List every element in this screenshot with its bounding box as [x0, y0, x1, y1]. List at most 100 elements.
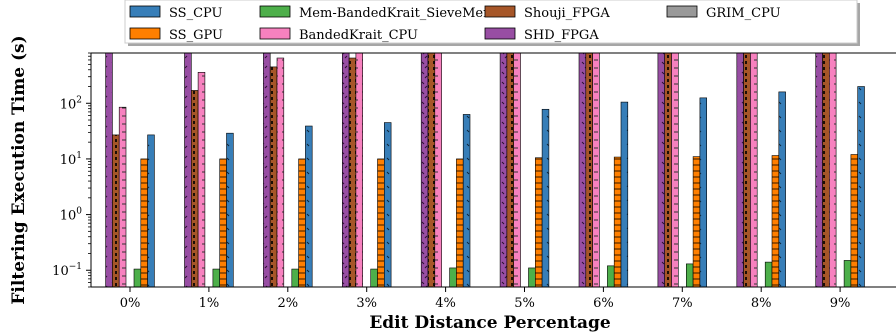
bar-shd-fpga-hatch [185, 53, 192, 287]
legend-label: GRIM_CPU [706, 6, 781, 21]
y-tick-label: 100 [60, 207, 83, 224]
bar-shd-fpga-hatch [500, 53, 507, 287]
bar-ss-cpu-hatch [858, 87, 865, 287]
bar-mem-bandedkrait-sievemem [529, 268, 536, 287]
legend-swatch-shd-fpga [485, 28, 515, 39]
bar-ss-cpu-hatch [227, 133, 234, 287]
bar-shd-fpga-hatch [737, 53, 744, 287]
bar-ss-cpu-hatch [305, 126, 312, 287]
bar-shouji-fpga-hatch [665, 53, 672, 287]
bar-bandedkrait-cpu-hatch [514, 53, 521, 287]
bar-bandedkrait-cpu-hatch [672, 53, 679, 287]
bars-group [106, 53, 865, 287]
y-tick-label: 101 [60, 151, 82, 168]
bar-bandedkrait-cpu-hatch [277, 58, 284, 287]
legend: SS_CPU SS_GPU Mem-BandedKrait_SieveMem Band… [125, 0, 860, 46]
x-tick-label: 5% [514, 296, 535, 311]
y-tick-base: 10 [60, 153, 77, 168]
bar-bandedkrait-cpu-hatch [435, 53, 442, 287]
bar-shouji-fpga-hatch [823, 53, 830, 287]
bar-ss-gpu-hatch [456, 159, 463, 287]
y-axis-title: Filtering Execution Time (s) [9, 35, 29, 304]
bar-ss-gpu-hatch [772, 156, 779, 287]
bar-mem-bandedkrait-sievemem [134, 269, 141, 287]
y-tick-exponent: 2 [76, 95, 82, 105]
bar-ss-gpu-hatch [141, 159, 148, 287]
y-tick-base: 10 [60, 209, 77, 224]
bar-ss-cpu-hatch [779, 92, 786, 287]
bar-ss-cpu-hatch [463, 114, 470, 287]
y-tick-label: 102 [60, 95, 82, 112]
bar-ss-gpu-hatch [378, 159, 385, 287]
x-tick-label: 1% [199, 296, 220, 311]
bar-ss-cpu-hatch [700, 98, 707, 287]
bar-shd-fpga-hatch [579, 53, 586, 287]
bar-shouji-fpga-hatch [507, 53, 514, 287]
x-tick-label: 0% [120, 296, 141, 311]
bar-bandedkrait-cpu-hatch [829, 53, 836, 287]
bar-bandedkrait-cpu-hatch [750, 53, 757, 287]
legend-label: Shouji_FPGA [524, 6, 610, 21]
legend-label: BandedKrait_CPU [299, 28, 418, 43]
bar-bandedkrait-cpu-hatch [356, 53, 363, 287]
legend-label: SS_CPU [169, 6, 223, 21]
bar-mem-bandedkrait-sievemem [292, 269, 299, 287]
legend-label: Mem-BandedKrait_SieveMem [299, 6, 495, 21]
y-tick-base: 10 [60, 97, 77, 112]
bar-shouji-fpga-hatch [270, 67, 277, 287]
bar-mem-bandedkrait-sievemem [450, 268, 457, 287]
bar-mem-bandedkrait-sievemem [371, 269, 378, 287]
bar-ss-gpu-hatch [614, 157, 621, 287]
bar-ss-cpu-hatch [148, 135, 155, 287]
bar-shouji-fpga-hatch [191, 90, 198, 287]
x-tick-label: 9% [830, 296, 851, 311]
legend-label: SS_GPU [169, 28, 223, 43]
bar-shouji-fpga-hatch [586, 53, 593, 287]
bar-ss-cpu-hatch [542, 109, 549, 287]
y-tick-exponent: 0 [76, 207, 82, 217]
x-tick-label: 3% [356, 296, 377, 311]
bar-shd-fpga-hatch [421, 53, 428, 287]
bar-mem-bandedkrait-sievemem [686, 264, 693, 287]
y-tick-exponent: −1 [69, 262, 82, 272]
bar-ss-gpu-hatch [299, 159, 306, 287]
bar-bandedkrait-cpu-hatch [593, 53, 600, 287]
bar-shouji-fpga-hatch [744, 53, 751, 287]
x-axis-title: Edit Distance Percentage [369, 313, 611, 332]
x-tick-label: 7% [672, 296, 693, 311]
bar-ss-gpu-hatch [220, 159, 227, 287]
x-axis: 0% 1% 2% 3% 4% 5% 6% 7% 8% 9% [120, 287, 851, 311]
bar-ss-gpu-hatch [693, 157, 700, 287]
x-tick-label: 8% [751, 296, 772, 311]
bar-shouji-fpga-hatch [428, 53, 435, 287]
x-tick-label: 2% [277, 296, 298, 311]
bar-shd-fpga-hatch [342, 53, 349, 287]
bar-shouji-fpga-hatch [349, 58, 356, 287]
legend-swatch-mem-bandedkrait-sievemem [260, 6, 290, 17]
bar-shd-fpga-hatch [106, 53, 113, 287]
bar-ss-cpu-hatch [621, 102, 628, 287]
plot-area [91, 53, 896, 287]
bar-shd-fpga-hatch [816, 53, 823, 287]
legend-swatch-ss-cpu [130, 6, 160, 17]
bar-mem-bandedkrait-sievemem [765, 262, 772, 287]
y-tick-base: 10 [52, 264, 69, 279]
y-tick-label: 10−1 [52, 262, 82, 279]
x-tick-label: 6% [593, 296, 614, 311]
bar-ss-cpu-hatch [384, 123, 391, 287]
bar-shd-fpga-hatch [658, 53, 665, 287]
bar-bandedkrait-cpu-hatch [119, 107, 126, 287]
legend-swatch-ss-gpu [130, 28, 160, 39]
legend-swatch-shouji-fpga [485, 6, 515, 17]
y-tick-exponent: 1 [76, 151, 82, 161]
legend-swatch-bandedkrait-cpu [260, 28, 290, 39]
x-tick-label: 4% [435, 296, 456, 311]
legend-label: SHD_FPGA [524, 28, 599, 43]
bar-shouji-fpga-hatch [112, 135, 119, 287]
bar-mem-bandedkrait-sievemem [213, 269, 220, 287]
bar-ss-gpu-hatch [851, 155, 858, 287]
bar-mem-bandedkrait-sievemem [607, 266, 614, 287]
bar-bandedkrait-cpu-hatch [198, 72, 205, 287]
